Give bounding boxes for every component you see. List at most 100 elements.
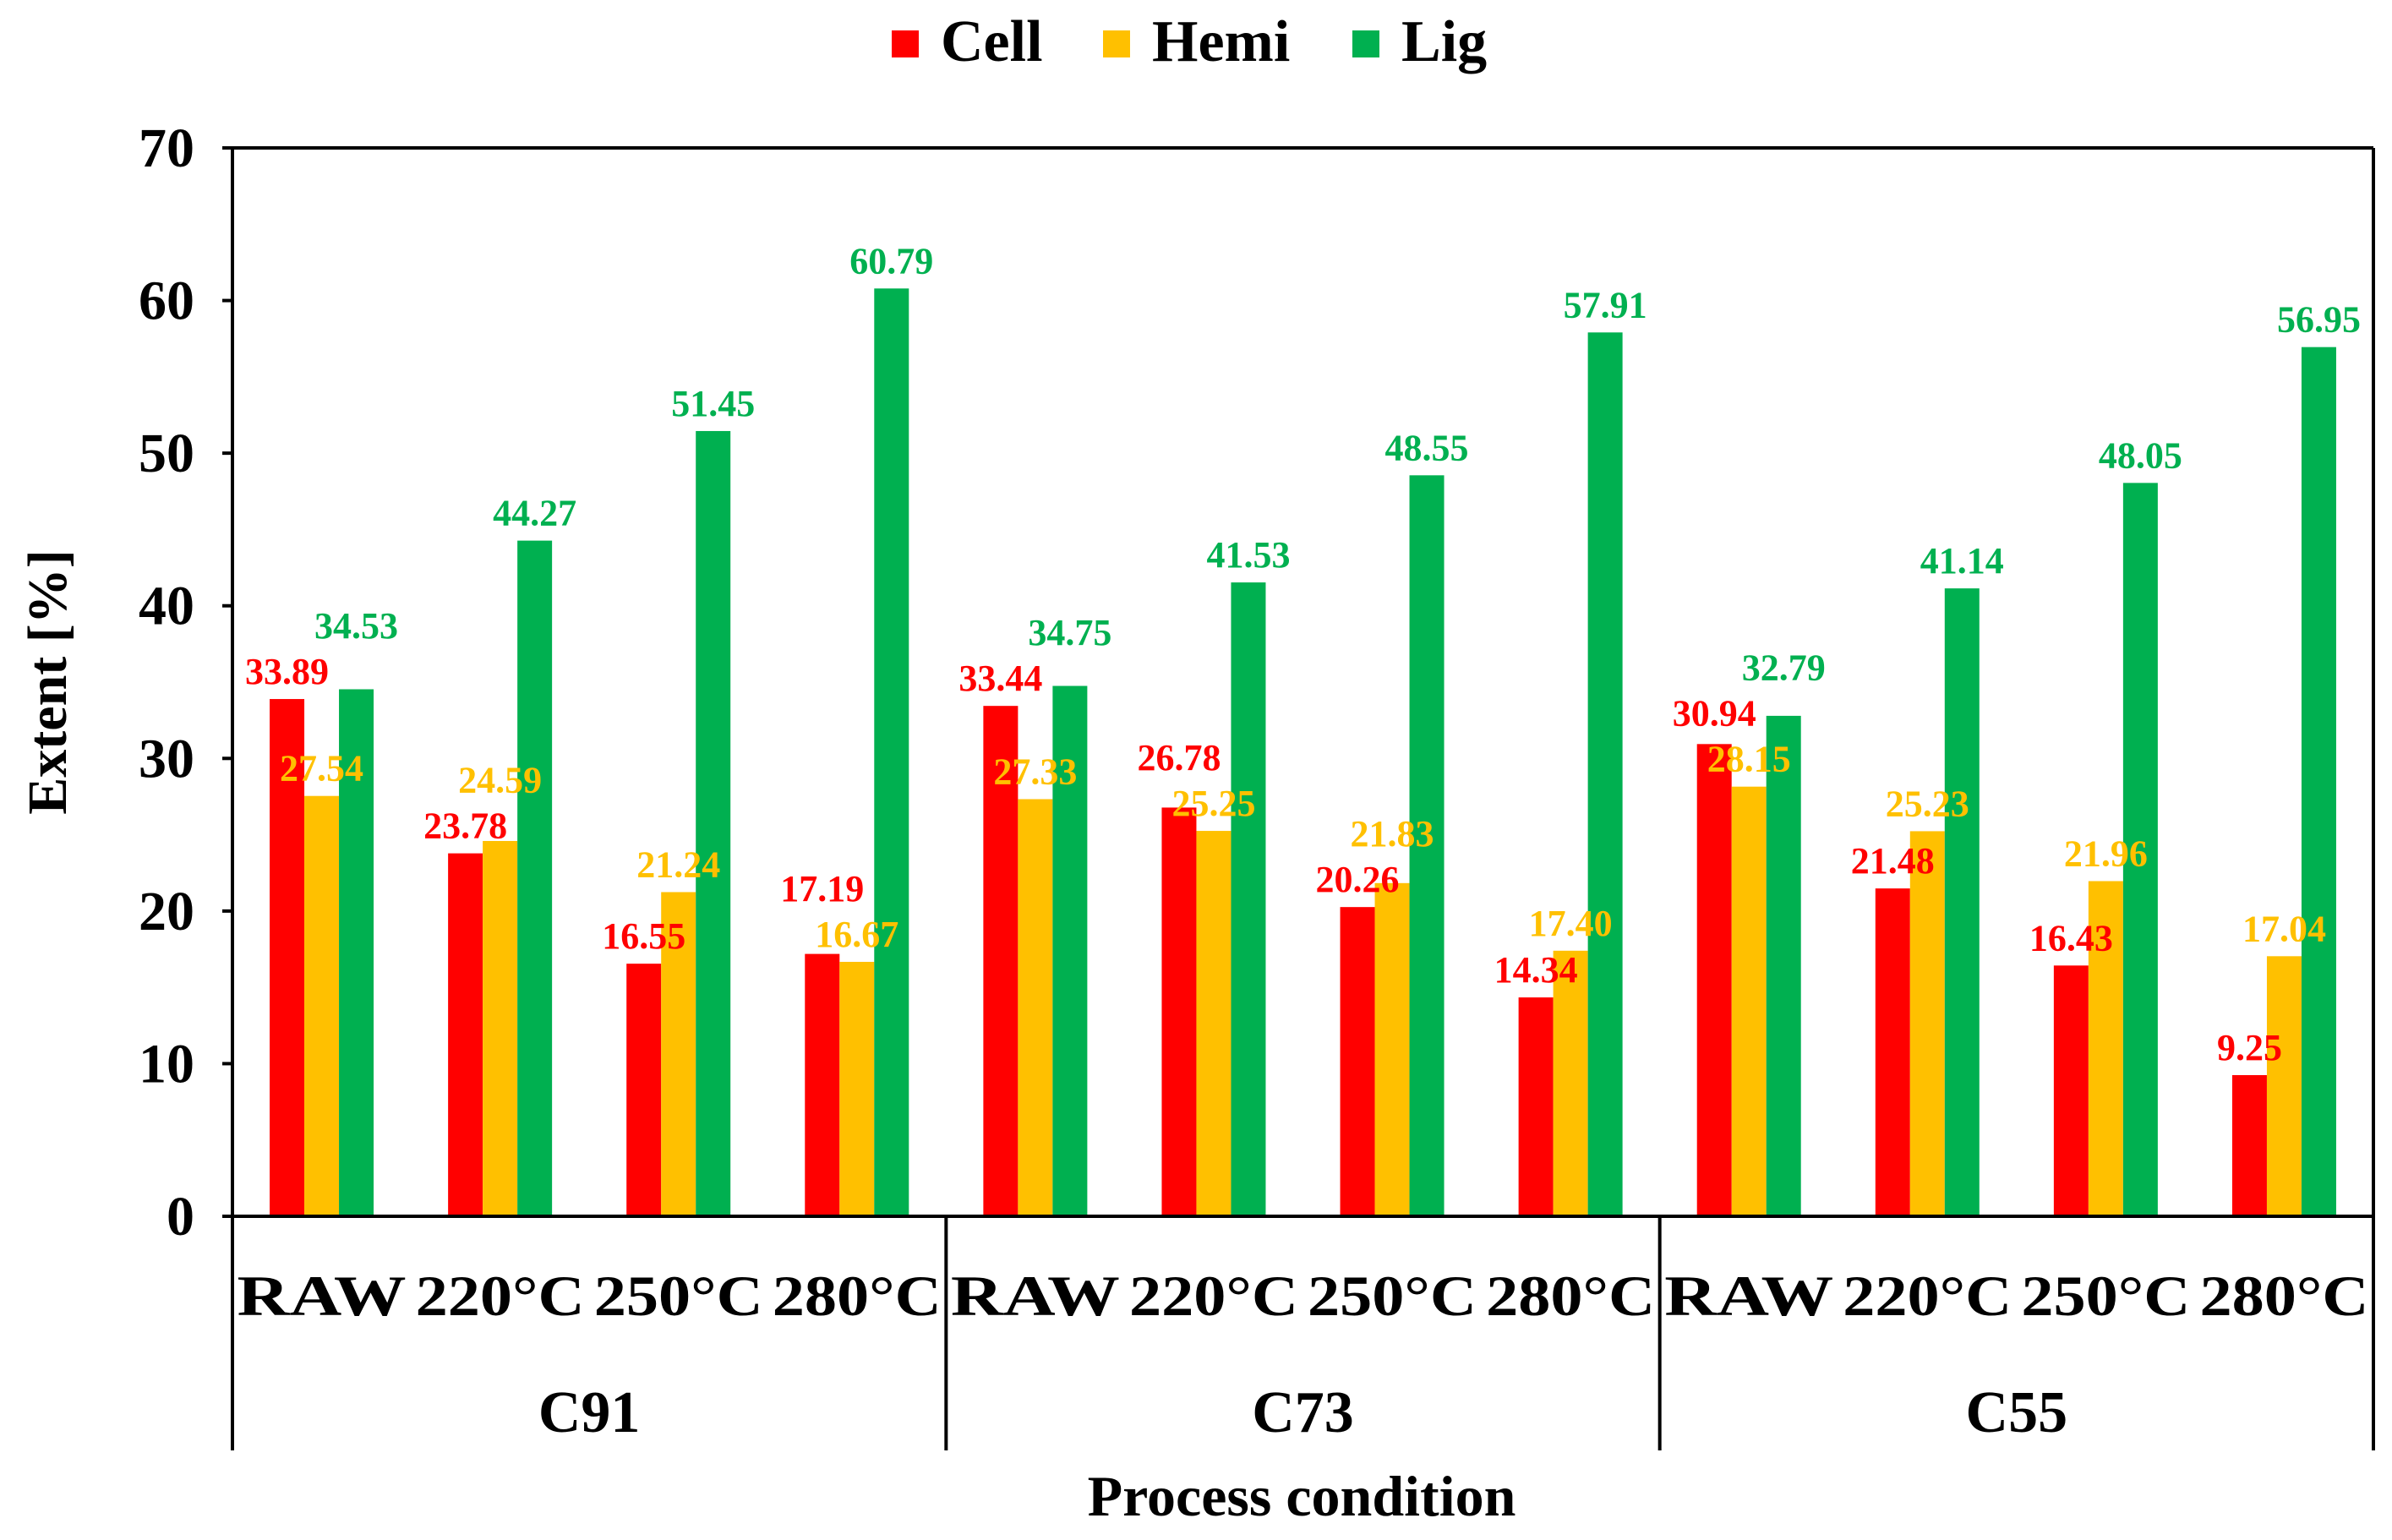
data-label-hemi: 25.23 — [1886, 783, 1969, 824]
group-label: C91 — [538, 1380, 641, 1445]
category-label: 280°C — [1486, 1264, 1655, 1328]
legend: Cell Hemi Lig — [892, 9, 1487, 74]
bar-lig — [1409, 475, 1444, 1216]
data-label-lig: 34.75 — [1028, 612, 1111, 653]
legend-swatch-lig — [1352, 30, 1379, 57]
y-tick-label: 0 — [167, 1186, 194, 1248]
bar-cell — [1161, 807, 1197, 1216]
bar-lig — [1052, 685, 1088, 1216]
bar-cell — [805, 953, 840, 1216]
bar-cell — [2053, 965, 2089, 1216]
data-label-lig: 57.91 — [1564, 284, 1647, 325]
y-tick-label: 10 — [139, 1033, 194, 1095]
bar-hemi — [1731, 786, 1767, 1216]
bar-lig — [874, 288, 909, 1216]
x-axis-title: Process condition — [1088, 1464, 1516, 1528]
y-tick-label: 70 — [139, 117, 194, 179]
data-label-cell: 16.43 — [2029, 917, 2113, 958]
y-tick-label: 40 — [139, 576, 194, 637]
bar-lig — [1231, 582, 1266, 1216]
group-label: C73 — [1252, 1380, 1354, 1445]
bar-cell — [626, 964, 662, 1216]
data-label-cell: 16.55 — [602, 915, 685, 957]
data-label-lig: 34.53 — [314, 605, 398, 647]
bar-hemi — [839, 961, 875, 1216]
bar-hemi — [304, 795, 340, 1216]
y-axis-title: Extent [%] — [17, 549, 79, 814]
bar-lig — [696, 430, 731, 1217]
data-label-cell: 17.19 — [780, 868, 864, 909]
data-label-cell: 20.26 — [1316, 859, 1400, 900]
bar-lig — [1944, 588, 1980, 1216]
data-label-lig: 41.14 — [1920, 540, 2004, 582]
bar-hemi — [2266, 956, 2302, 1216]
data-label-lig: 56.95 — [2277, 299, 2361, 341]
y-tick-label: 60 — [139, 270, 194, 332]
bar-lig — [339, 689, 374, 1216]
category-label: 250°C — [1308, 1264, 1477, 1328]
category-label: 280°C — [773, 1264, 942, 1328]
category-label: 280°C — [2199, 1264, 2368, 1328]
bar-cell — [983, 706, 1019, 1216]
data-label-hemi: 17.40 — [1529, 903, 1613, 944]
bar-hemi — [2088, 881, 2123, 1216]
bar-hemi — [483, 840, 518, 1216]
data-label-hemi: 27.54 — [280, 748, 363, 789]
bar-hemi — [1196, 831, 1231, 1216]
bar-cell — [270, 699, 305, 1216]
data-label-cell: 23.78 — [423, 805, 507, 847]
bar-cell — [2231, 1074, 2267, 1216]
data-label-hemi: 27.33 — [993, 751, 1077, 792]
data-label-lig: 51.45 — [671, 383, 755, 424]
legend-label-hemi: Hemi — [1152, 9, 1290, 74]
data-label-cell: 26.78 — [1137, 737, 1221, 778]
data-label-cell: 21.48 — [1851, 840, 1935, 882]
category-label: RAW — [238, 1264, 407, 1328]
category-label: 250°C — [594, 1264, 763, 1328]
bar-hemi — [1909, 831, 1945, 1216]
data-label-hemi: 21.96 — [2064, 833, 2148, 874]
data-label-hemi: 16.67 — [815, 914, 898, 955]
legend-label-cell: Cell — [941, 9, 1043, 74]
bar-hemi — [1553, 950, 1588, 1216]
data-label-hemi: 21.24 — [636, 844, 720, 885]
category-label: 250°C — [2021, 1264, 2190, 1328]
data-label-hemi: 17.04 — [2242, 908, 2326, 949]
bar-lig — [517, 540, 553, 1216]
data-label-hemi: 21.83 — [1351, 813, 1434, 855]
bar-lig — [1766, 715, 1801, 1216]
bar-cell — [1696, 744, 1732, 1216]
legend-swatch-cell — [892, 30, 919, 57]
legend-label-lig: Lig — [1401, 9, 1487, 74]
category-label: 220°C — [1843, 1264, 2012, 1328]
category-label: RAW — [951, 1264, 1120, 1328]
data-label-cell: 9.25 — [2217, 1027, 2282, 1068]
data-label-lig: 44.27 — [493, 493, 576, 534]
data-label-cell: 33.44 — [958, 658, 1042, 699]
data-label-lig: 32.79 — [1742, 647, 1826, 689]
bar-cell — [1518, 997, 1554, 1216]
bar-hemi — [661, 892, 696, 1216]
data-label-hemi: 24.59 — [458, 760, 542, 801]
y-tick-label: 20 — [139, 881, 194, 942]
category-label: 220°C — [416, 1264, 585, 1328]
data-label-cell: 14.34 — [1494, 949, 1578, 991]
y-tick-label: 50 — [139, 423, 194, 484]
bar-cell — [1340, 907, 1375, 1216]
category-label: 220°C — [1129, 1264, 1298, 1328]
bar-hemi — [1018, 799, 1053, 1216]
data-label-hemi: 28.15 — [1707, 739, 1791, 780]
bar-hemi — [1374, 882, 1410, 1216]
data-label-lig: 48.55 — [1385, 427, 1469, 468]
data-label-lig: 60.79 — [849, 240, 933, 281]
data-label-hemi: 25.25 — [1171, 783, 1255, 824]
data-label-lig: 41.53 — [1206, 534, 1290, 576]
data-label-lig: 48.05 — [2099, 434, 2182, 476]
bar-lig — [1587, 332, 1623, 1217]
bar-cell — [448, 853, 483, 1216]
bars — [270, 288, 2336, 1217]
data-label-cell: 33.89 — [245, 651, 329, 692]
